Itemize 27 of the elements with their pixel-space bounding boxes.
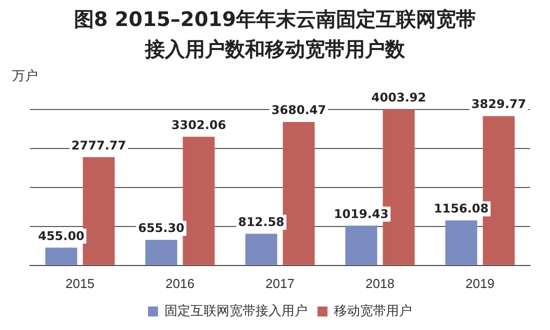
x-tick-label: 2018	[366, 276, 394, 291]
data-label: 1156.08	[434, 201, 489, 216]
data-label: 455.00	[38, 228, 84, 243]
data-label: 4003.92	[371, 90, 426, 104]
data-label: 2777.77	[71, 138, 126, 152]
bar	[182, 136, 215, 265]
bar	[282, 122, 315, 265]
x-tick-label: 2015	[66, 276, 94, 291]
data-label: 655.30	[138, 220, 184, 235]
bar	[245, 234, 278, 265]
data-label: 1019.43	[334, 206, 389, 221]
x-tick-label: 2016	[166, 276, 194, 291]
legend-label: 固定互联网宽带接入用户	[164, 303, 308, 318]
data-label: 3829.77	[471, 97, 526, 112]
y-axis-title: 万户	[12, 68, 38, 84]
bar	[145, 240, 178, 265]
x-tick-label: 2019	[466, 276, 494, 291]
legend-label: 移动宽带用户	[334, 303, 412, 318]
data-label: 812.58	[238, 214, 284, 229]
bar	[45, 248, 78, 265]
chart-title: 图8 2015–2019年年末云南固定互联网宽带接入用户数和移动宽带用户数	[72, 6, 478, 63]
bar	[445, 220, 478, 265]
data-label: 3302.06	[171, 118, 226, 132]
bar	[345, 226, 378, 265]
data-label: 3680.47	[271, 103, 326, 118]
x-tick-label: 2017	[266, 276, 294, 291]
bar	[82, 157, 115, 265]
